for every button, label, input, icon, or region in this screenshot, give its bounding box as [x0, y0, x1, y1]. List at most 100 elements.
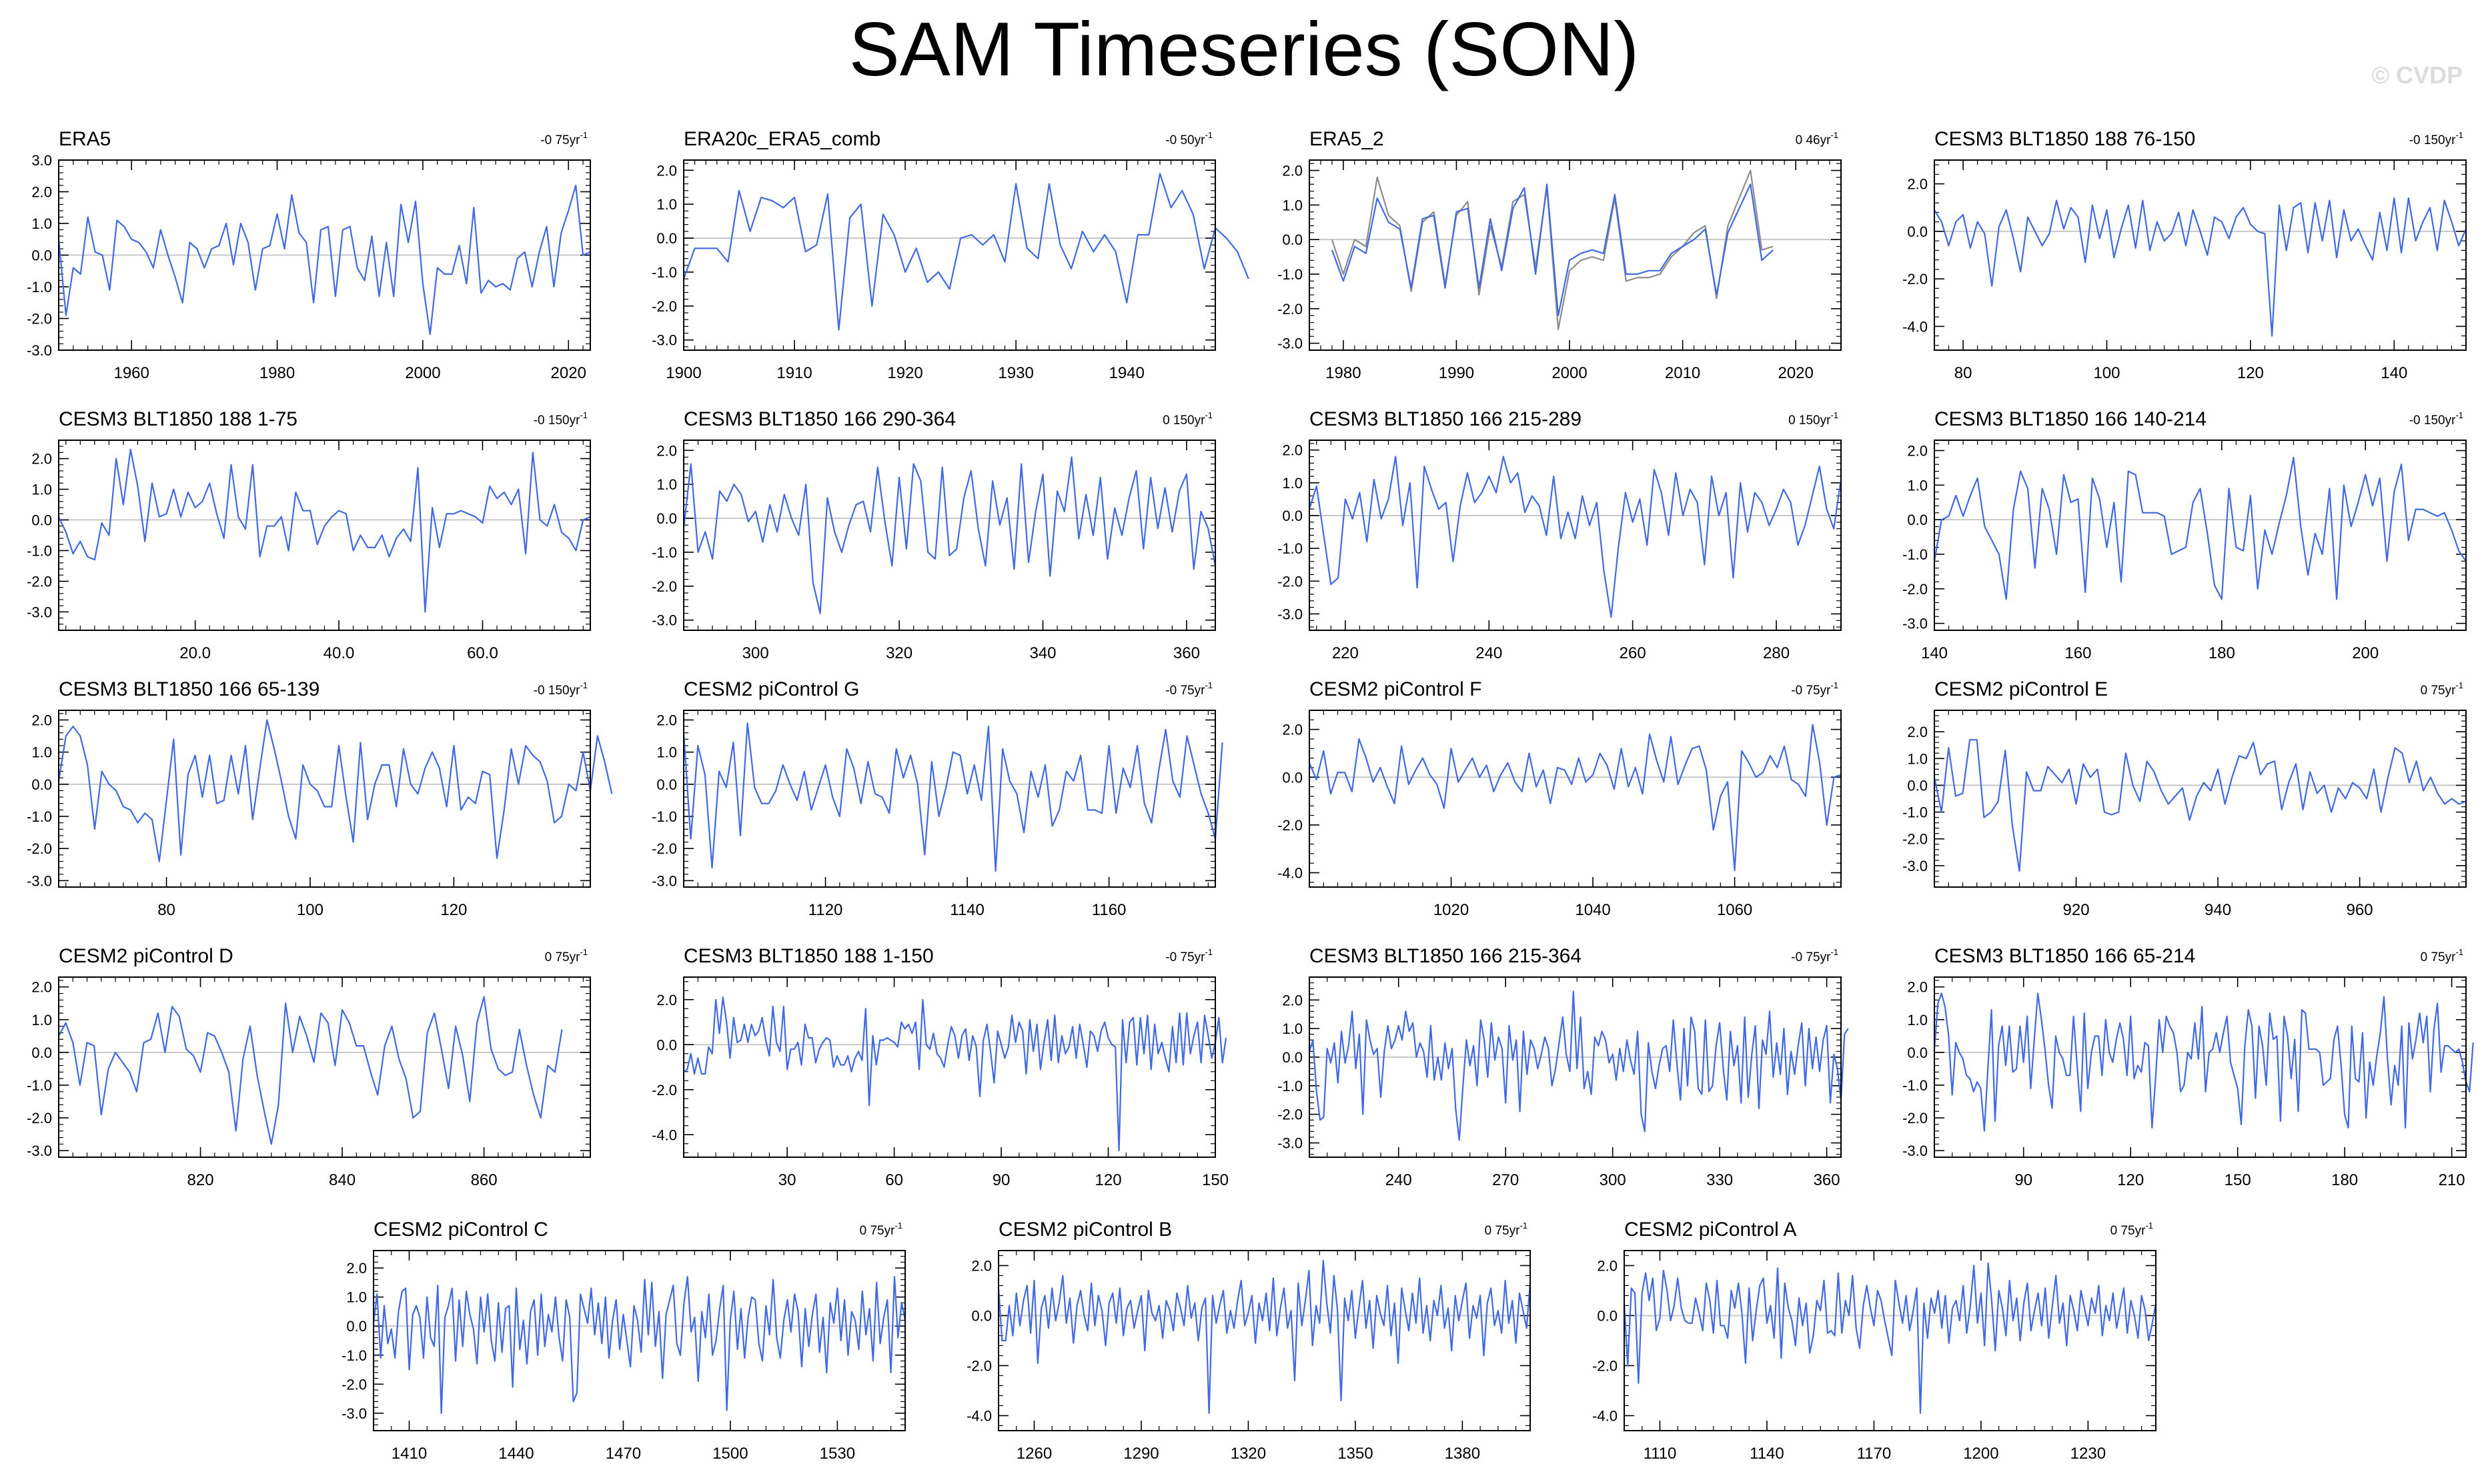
panel-title: CESM3 BLT1850 188 76-150 — [1934, 128, 2195, 150]
y-tick-label: -3.0 — [652, 612, 677, 629]
series-line — [997, 1259, 1531, 1414]
y-tick-label: 0.0 — [1907, 1044, 1928, 1061]
panel-trend: -0 150yr-1 — [2409, 410, 2463, 428]
y-tick-label: -1.0 — [1277, 1078, 1303, 1094]
plot-frame — [58, 976, 591, 1158]
x-tick-label: 2020 — [551, 364, 586, 382]
y-tick-label: -2.0 — [652, 1082, 677, 1098]
y-tick-label: 2.0 — [31, 451, 52, 468]
y-tick-label: 0.0 — [1907, 512, 1928, 528]
x-tick-label: 2010 — [1665, 364, 1700, 382]
series-line — [1933, 739, 2467, 872]
y-tick-label: -4.0 — [1902, 318, 1928, 335]
y-tick-label: -1.0 — [652, 544, 677, 561]
series-line — [1308, 724, 1842, 872]
y-tick-label: 2.0 — [1282, 163, 1303, 179]
panel-title: ERA5 — [59, 128, 111, 150]
panel-title: ERA20c_ERA5_comb — [684, 128, 880, 150]
panel-14: CESM3 BLT1850 188 1-150 -0 75yr-1 30 60 90 12… — [652, 945, 1229, 1189]
x-tick-label: 1940 — [1109, 364, 1144, 382]
x-tick-label: 1260 — [1017, 1445, 1052, 1463]
x-tick-label: 80 — [1954, 364, 1972, 382]
x-tick-label: 100 — [2093, 364, 2120, 382]
y-tick-label: 0.0 — [971, 1308, 992, 1325]
x-tick-label: 1200 — [1963, 1445, 1998, 1463]
y-tick-label: -3.0 — [27, 1143, 52, 1159]
panel-title: CESM3 BLT1850 166 140-214 — [1934, 408, 2207, 430]
series-line — [1934, 197, 2467, 337]
x-tick-label: 320 — [886, 644, 912, 662]
y-tick-label: 0.0 — [1907, 777, 1928, 794]
panel-title: CESM2 piControl E — [1934, 678, 2108, 700]
panel-title: CESM3 BLT1850 166 290-364 — [684, 408, 956, 430]
y-tick-label: -1.0 — [27, 542, 52, 559]
y-tick-label: -2.0 — [342, 1376, 367, 1393]
series-line — [1933, 456, 2467, 600]
y-tick-label: 2.0 — [656, 992, 677, 1008]
y-tick-label: -4.0 — [1277, 865, 1303, 882]
y-tick-label: 1.0 — [31, 215, 52, 232]
y-tick-label: -3.0 — [342, 1405, 367, 1422]
x-tick-label: 280 — [1763, 644, 1790, 662]
y-tick-label: 0.0 — [1907, 223, 1928, 240]
x-tick-label: 270 — [1492, 1171, 1519, 1189]
panel-title: CESM2 piControl D — [59, 945, 233, 967]
y-tick-label: -3.0 — [652, 872, 677, 889]
y-tick-label: -1.0 — [652, 264, 677, 281]
x-tick-label: 1980 — [259, 364, 295, 382]
x-tick-label: 1060 — [1717, 901, 1752, 919]
y-tick-label: 2.0 — [1282, 442, 1303, 459]
y-tick-label: -3.0 — [1277, 1135, 1303, 1152]
y-tick-label: -2.0 — [1277, 817, 1303, 834]
y-tick-label: -1.0 — [1277, 540, 1303, 557]
y-tick-label: 2.0 — [1282, 722, 1303, 738]
panel-3: ERA5_2 0 46yr-1 1980 1990 2000 2010 2020 -3.0 -2… — [1277, 128, 1842, 382]
panel-trend: -0 75yr-1 — [1165, 680, 1213, 698]
y-tick-label: -2.0 — [652, 840, 677, 857]
y-tick-label: 3.0 — [31, 152, 52, 169]
x-tick-label: 860 — [471, 1171, 498, 1189]
y-tick-label: -4.0 — [967, 1408, 992, 1425]
y-tick-label: 1.0 — [1907, 1012, 1928, 1028]
panel-title: CESM3 BLT1850 166 215-289 — [1309, 408, 1582, 430]
x-tick-label: 960 — [2347, 901, 2373, 919]
y-tick-label: 0.0 — [31, 512, 52, 529]
x-tick-label: 1160 — [1092, 901, 1127, 919]
x-tick-label: 820 — [187, 1171, 214, 1189]
panel-title: CESM2 piControl A — [1624, 1219, 1796, 1241]
y-tick-label: -2.0 — [1592, 1358, 1618, 1375]
panel-15: CESM3 BLT1850 166 215-364 -0 75yr-1 240 270… — [1277, 945, 1849, 1189]
y-tick-label: 2.0 — [656, 162, 677, 179]
y-tick-label: -4.0 — [652, 1127, 677, 1143]
plot-frame — [58, 710, 591, 888]
x-tick-label: 1470 — [606, 1445, 641, 1463]
x-tick-label: 1140 — [1750, 1445, 1784, 1463]
panel-trend: 0 150yr-1 — [1163, 410, 1213, 428]
x-tick-label: 1530 — [820, 1445, 855, 1463]
series-line — [1331, 183, 1774, 317]
series-line — [58, 448, 591, 613]
panel-2: ERA20c_ERA5_comb -0 50yr-1 1900 1910 1920 193… — [652, 128, 1249, 382]
y-tick-label: 0.0 — [31, 1044, 52, 1061]
plot-frame — [998, 1250, 1531, 1431]
panel-trend: 0 75yr-1 — [2110, 1221, 2153, 1238]
x-tick-label: 240 — [1475, 644, 1502, 662]
plot-frame — [1624, 1250, 2156, 1431]
y-tick-label: 0.0 — [346, 1318, 367, 1335]
panel-9: CESM3 BLT1850 166 65-139 -0 150yr-1 80 100 1… — [27, 678, 613, 919]
x-tick-label: 300 — [1600, 1171, 1626, 1189]
plot-frame — [1934, 159, 2467, 351]
x-tick-label: 1930 — [998, 364, 1033, 382]
y-tick-label: -2.0 — [1902, 1110, 1928, 1127]
y-tick-label: 0.0 — [1282, 769, 1303, 786]
y-tick-label: 2.0 — [31, 979, 52, 996]
series-line — [58, 996, 563, 1145]
panel-12: CESM2 piControl E 0 75yr-1 920 940 960 -3.0 -2… — [1902, 678, 2467, 919]
panel-18: CESM2 piControl B 0 75yr-1 1260 1290 1320 135… — [967, 1219, 1531, 1463]
y-tick-label: -1.0 — [652, 808, 677, 825]
panel-16: CESM3 BLT1850 166 65-214 0 75yr-1 90 120 150… — [1902, 945, 2474, 1189]
series-line — [682, 173, 1249, 331]
y-tick-label: 1.0 — [1282, 475, 1303, 492]
y-tick-label: 2.0 — [1282, 992, 1303, 1008]
panel-trend: 0 75yr-1 — [860, 1221, 902, 1238]
